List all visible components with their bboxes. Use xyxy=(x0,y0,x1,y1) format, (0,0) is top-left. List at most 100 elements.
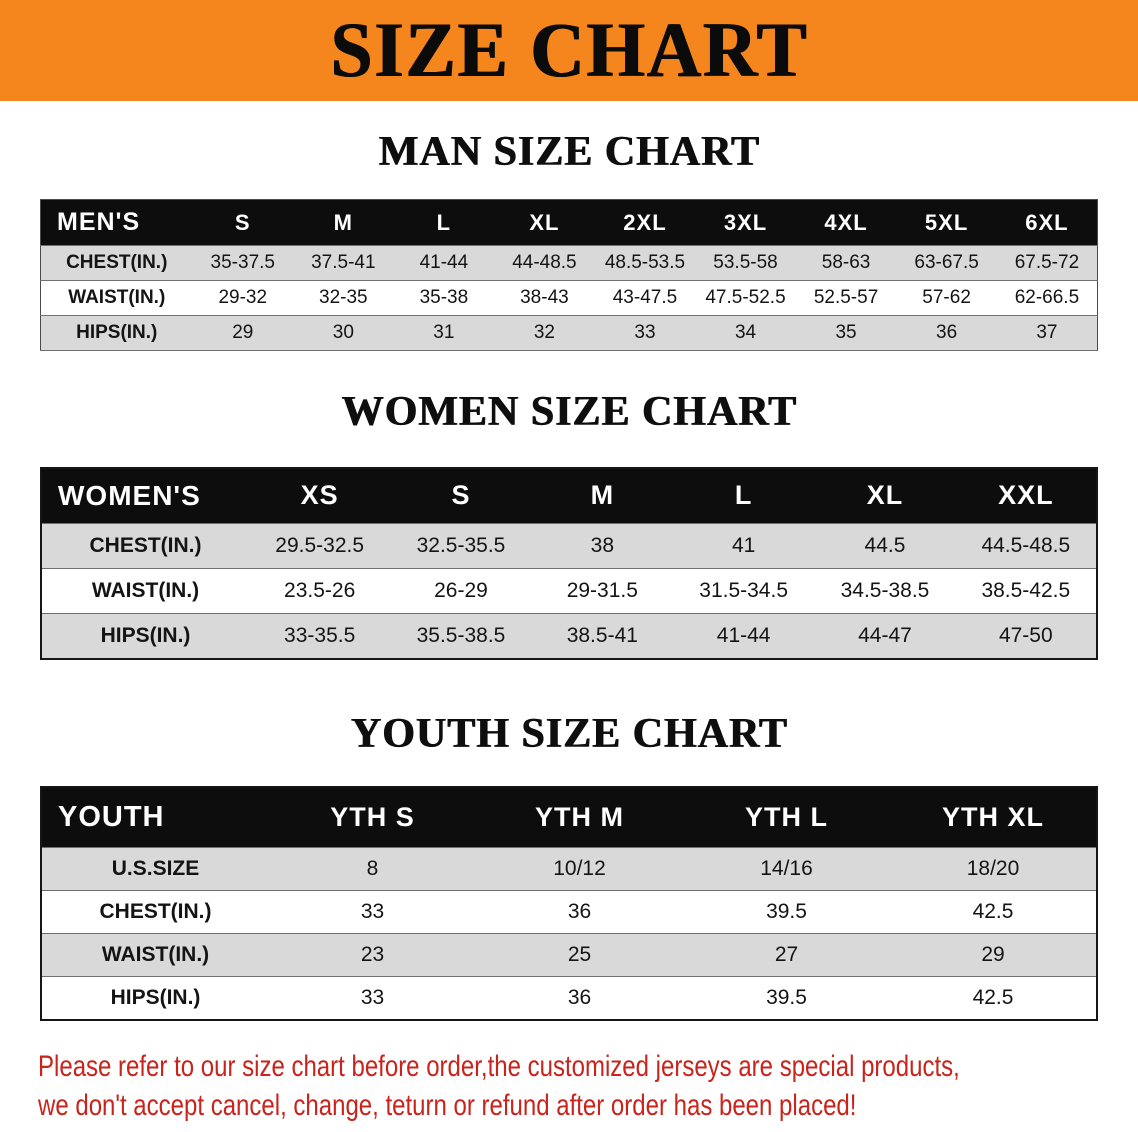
size-column-header: S xyxy=(451,480,471,511)
youth-size-section: YOUTH SIZE CHART YOUTH YTH S YTH M YTH L YTH… xyxy=(0,710,1138,1021)
table-title-cell: WOMEN'S xyxy=(58,479,201,511)
measurement-value-cell: 35-38 xyxy=(419,287,469,309)
measurement-value-cell: 27 xyxy=(774,942,799,966)
page-title: SIZE CHART xyxy=(330,6,808,94)
size-column-header: 4XL xyxy=(824,209,868,235)
measurement-label-cell: WAIST(IN.) xyxy=(68,287,166,309)
disclaimer: Please refer to our size chart before or… xyxy=(38,1047,1138,1125)
measurement-value-cell: 41 xyxy=(731,533,756,557)
men-size-table: MEN'S S M L XL 2XL 3XL 4XL 5XL 6XL CHEST(IN.) 35-37… xyxy=(40,199,1098,352)
measurement-value-cell: 42.5 xyxy=(972,899,1014,923)
size-column-header: M xyxy=(590,480,615,511)
measurement-value-cell: 48.5-53.5 xyxy=(604,252,686,274)
table-title-cell: YOUTH xyxy=(58,800,165,833)
measurement-value-cell: 67.5-72 xyxy=(1014,252,1080,274)
measurement-value-cell: 23 xyxy=(360,942,385,966)
measurement-value-cell: 29-32 xyxy=(218,287,268,309)
measurement-value-cell: 47-50 xyxy=(998,623,1053,647)
measurement-value-cell: 10/12 xyxy=(553,856,606,880)
measurement-value-cell: 44-47 xyxy=(858,623,912,647)
measurement-value-cell: 33 xyxy=(360,985,385,1009)
size-column-header: YTH S xyxy=(330,801,415,832)
measurement-value-cell: 33-35.5 xyxy=(284,623,356,647)
measurement-value-cell: 34.5-38.5 xyxy=(840,578,930,602)
measurement-value-cell: 36 xyxy=(567,985,592,1009)
measurement-value-cell: 29 xyxy=(232,322,254,344)
measurement-label-cell: CHEST(IN.) xyxy=(99,899,212,923)
banner: SIZE CHART xyxy=(0,0,1138,101)
size-column-header: XL xyxy=(866,480,904,511)
men-size-section: MAN SIZE CHART MEN'S S M L XL 2XL 3XL 4XL 5XL 6XL… xyxy=(0,128,1138,352)
size-column-header: 5XL xyxy=(924,209,969,235)
measurement-value-cell: 39.5 xyxy=(766,985,807,1009)
measurement-value-cell: 42.5 xyxy=(972,985,1014,1009)
measurement-value-cell: 36 xyxy=(567,899,592,923)
measurement-value-cell: 57-62 xyxy=(922,287,971,309)
measurement-value-cell: 26-29 xyxy=(434,578,488,602)
measurement-value-cell: 52.5-57 xyxy=(813,287,879,309)
measurement-label-cell: HIPS(IN.) xyxy=(76,322,158,344)
measurement-value-cell: 31 xyxy=(433,322,455,344)
table-row: WAIST(IN.) 23 25 27 29 xyxy=(41,933,1097,977)
measurement-label-cell: CHEST(IN.) xyxy=(66,252,168,274)
measurement-value-cell: 33 xyxy=(360,899,385,923)
size-column-header: YTH L xyxy=(745,801,828,832)
size-column-header: XS xyxy=(300,480,339,511)
measurement-value-cell: 29 xyxy=(981,942,1005,966)
size-column-header: L xyxy=(734,480,753,511)
women-size-table: WOMEN'S XS S M L XL XXL CHEST(IN.) 29.5-32.5 32.5… xyxy=(40,466,1098,660)
table-row: HIPS(IN.) 33 36 39.5 42.5 xyxy=(41,976,1097,1020)
size-column-header: YTH M xyxy=(535,801,624,832)
disclaimer-line: we don't accept cancel, change, teturn o… xyxy=(38,1088,857,1122)
table-header-row: WOMEN'S XS S M L XL XXL xyxy=(41,467,1097,524)
measurement-value-cell: 62-66.5 xyxy=(1014,287,1080,309)
measurement-value-cell: 33 xyxy=(634,322,656,344)
size-column-header: 3XL xyxy=(723,209,768,235)
table-header-row: MEN'S S M L XL 2XL 3XL 4XL 5XL 6XL xyxy=(40,199,1098,246)
measurement-value-cell: 38.5-42.5 xyxy=(981,578,1071,602)
measurement-value-cell: 63-67.5 xyxy=(914,252,979,274)
size-column-header: 2XL xyxy=(623,209,667,235)
measurement-value-cell: 38.5-41 xyxy=(566,623,638,647)
measurement-value-cell: 30 xyxy=(332,322,354,344)
table-row: CHEST(IN.) 29.5-32.5 32.5-35.5 38 41 44.5 44.5… xyxy=(41,523,1097,569)
measurement-value-cell: 37.5-41 xyxy=(311,252,376,274)
size-column-header: XXL xyxy=(998,480,1054,511)
measurement-value-cell: 39.5 xyxy=(766,899,807,923)
size-column-header: S xyxy=(234,209,251,235)
youth-section-heading: YOUTH SIZE CHART xyxy=(350,710,788,757)
men-section-heading: MAN SIZE CHART xyxy=(378,129,760,175)
table-header-row: YOUTH YTH S YTH M YTH L YTH XL xyxy=(41,786,1097,848)
table-row: WAIST(IN.) 29-32 32-35 35-38 38-43 43-47.5 47.… xyxy=(40,280,1098,316)
size-column-header: M xyxy=(333,209,353,235)
measurement-value-cell: 35 xyxy=(835,322,857,344)
measurement-value-cell: 38 xyxy=(590,533,614,557)
table-row: WAIST(IN.) 23.5-26 26-29 29-31.5 31.5-34.5 34… xyxy=(41,568,1097,614)
measurement-value-cell: 44.5 xyxy=(864,533,906,557)
measurement-value-cell: 36 xyxy=(936,322,958,344)
table-row: U.S.SIZE 8 10/12 14/16 18/20 xyxy=(41,847,1097,891)
table-row: HIPS(IN.) 33-35.5 35.5-38.5 38.5-41 41-44 44-… xyxy=(41,613,1097,659)
measurement-label-cell: WAIST(IN.) xyxy=(91,578,200,602)
measurement-value-cell: 32 xyxy=(533,322,555,344)
measurement-value-cell: 32.5-35.5 xyxy=(416,533,506,557)
table-row: HIPS(IN.) 29 30 31 32 33 34 35 36 37 xyxy=(40,315,1098,351)
measurement-value-cell: 29-31.5 xyxy=(566,578,638,602)
measurement-value-cell: 58-63 xyxy=(821,252,871,274)
measurement-value-cell: 44-48.5 xyxy=(512,252,577,274)
measurement-value-cell: 23.5-26 xyxy=(284,578,356,602)
size-column-header: XL xyxy=(529,209,560,235)
measurement-value-cell: 37 xyxy=(1036,322,1058,344)
table-row: CHEST(IN.) 33 36 39.5 42.5 xyxy=(41,890,1097,934)
women-size-section: WOMEN SIZE CHART WOMEN'S XS S M L XL XXL CHEST(… xyxy=(0,388,1138,660)
measurement-value-cell: 41-44 xyxy=(419,252,469,274)
measurement-label-cell: U.S.SIZE xyxy=(111,856,200,880)
measurement-label-cell: CHEST(IN.) xyxy=(89,533,202,557)
measurement-value-cell: 8 xyxy=(366,856,379,880)
measurement-value-cell: 43-47.5 xyxy=(612,287,678,309)
disclaimer-line: Please refer to our size chart before or… xyxy=(38,1049,960,1083)
table-title-cell: MEN'S xyxy=(57,208,141,237)
size-column-header: L xyxy=(436,209,452,235)
table-row: CHEST(IN.) 35-37.5 37.5-41 41-44 44-48.5 48.5… xyxy=(40,245,1098,281)
measurement-value-cell: 31.5-34.5 xyxy=(699,578,789,602)
